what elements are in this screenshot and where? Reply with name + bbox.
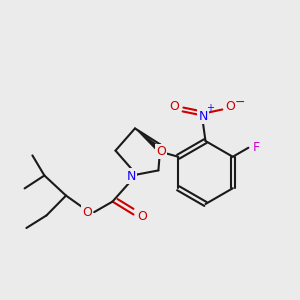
Text: O: O xyxy=(169,100,179,113)
Text: F: F xyxy=(252,141,260,154)
Text: O: O xyxy=(156,145,166,158)
Text: O: O xyxy=(225,100,235,113)
Text: N: N xyxy=(198,110,208,123)
Text: O: O xyxy=(137,210,147,224)
Polygon shape xyxy=(135,128,166,156)
Text: N: N xyxy=(126,169,136,183)
Text: −: − xyxy=(235,96,245,109)
Text: O: O xyxy=(82,206,92,220)
Text: O: O xyxy=(156,145,166,158)
Text: +: + xyxy=(206,103,214,113)
